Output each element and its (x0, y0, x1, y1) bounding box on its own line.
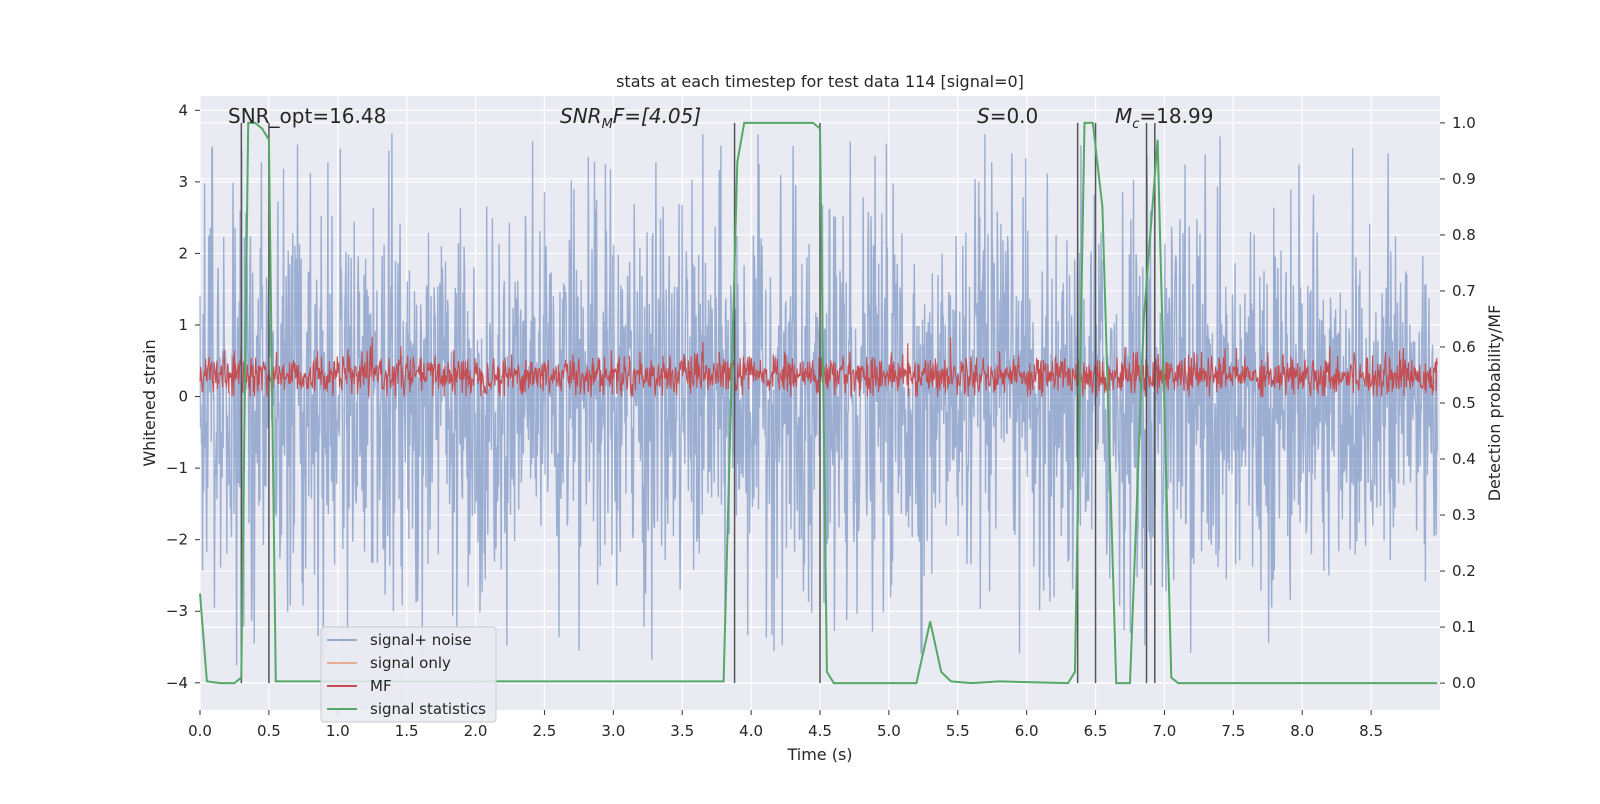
legend-label-mf: MF (370, 677, 392, 695)
mf-series (199, 336, 1438, 398)
chart-title: stats at each timestep for test data 114… (616, 72, 1024, 91)
y-left-tick-label: 4 (178, 101, 188, 119)
x-tick-label: 2.0 (464, 722, 488, 740)
y-right-tick-label: 0.1 (1452, 618, 1476, 636)
y-right-tick-label: 0.0 (1452, 674, 1476, 692)
y-axis-left-label: Whitened strain (140, 339, 159, 466)
signal-noise-series (199, 133, 1438, 666)
y-left-tick-label: 2 (178, 244, 188, 262)
x-tick-label: 1.5 (395, 722, 419, 740)
annotation-snr-mf-main: SNR (560, 104, 602, 128)
x-tick-label: 0.5 (257, 722, 281, 740)
annotation-mc-main: M (1115, 104, 1132, 128)
x-tick-label: 3.0 (601, 722, 625, 740)
x-tick-label: 8.5 (1359, 722, 1383, 740)
x-tick-label: 1.0 (326, 722, 350, 740)
legend-label-stats: signal statistics (370, 700, 486, 718)
y-left-tick-label: −2 (166, 531, 188, 549)
annotation-snr-mf-rest: F=[4.05] (613, 104, 701, 128)
y-right-tick-label: 0.7 (1452, 282, 1476, 300)
y-left-tick-label: 3 (178, 173, 188, 191)
x-tick-label: 4.5 (808, 722, 832, 740)
annotation-snr-mf-sub: M (602, 117, 613, 132)
annotation-s-main: S (977, 104, 990, 128)
legend-box (320, 626, 497, 723)
annotation-s-rest: =0.0 (990, 104, 1039, 128)
y-left-tick-label: 0 (178, 388, 188, 406)
y-right-tick-label: 0.3 (1452, 506, 1476, 524)
y-axis-right-label: Detection probability/MF (1485, 305, 1504, 502)
x-axis-label: Time (s) (786, 745, 852, 764)
legend-label-signal-only: signal only (370, 654, 451, 672)
signal-noise-line (199, 133, 1438, 666)
y-right-tick-label: 0.5 (1452, 394, 1476, 412)
x-tick-label: 7.5 (1221, 722, 1245, 740)
annotation-mc: Mc=18.99 (1115, 104, 1213, 132)
y-right-tick-label: 0.2 (1452, 562, 1476, 580)
axes: 0.0 0.5 1.0 1.5 2.0 2.5 3.0 3.5 4.0 4.5 5.0 5.5 6.0 6… (166, 101, 1476, 740)
annotation-mc-sub: c (1132, 117, 1139, 132)
y-right-tick-label: 1.0 (1452, 114, 1476, 132)
signal-statistics-line (199, 121, 1438, 685)
x-tick-label: 3.5 (670, 722, 694, 740)
annotation-mc-rest: =18.99 (1139, 104, 1213, 128)
y-left-tick-label: −1 (166, 459, 188, 477)
annotation-snr-mf: SNRMF=[4.05] (560, 104, 701, 132)
legend: signal+ noise signal only MF signal stat… (320, 626, 497, 723)
y-right-tick-label: 0.9 (1452, 170, 1476, 188)
x-tick-label: 7.0 (1153, 722, 1177, 740)
x-tick-label: 5.5 (946, 722, 970, 740)
x-tick-label: 4.0 (739, 722, 763, 740)
legend-label-noise: signal+ noise (370, 631, 472, 649)
x-tick-label: 8.0 (1290, 722, 1314, 740)
annotation-s: S=0.0 (977, 104, 1038, 128)
y-right-tick-label: 0.6 (1452, 338, 1476, 356)
vertical-lines (240, 122, 1156, 684)
annotation-snr-opt: SNR_opt=16.48 (228, 104, 386, 128)
y-right-tick-label: 0.4 (1452, 450, 1476, 468)
mf-line (199, 336, 1438, 398)
x-tick-label: 6.5 (1084, 722, 1108, 740)
x-tick-label: 5.0 (877, 722, 901, 740)
signal-statistics-series (199, 121, 1438, 685)
x-tick-label: 6.0 (1015, 722, 1039, 740)
x-tick-label: 2.5 (533, 722, 557, 740)
y-left-tick-label: −4 (166, 674, 188, 692)
y-left-tick-label: −3 (166, 602, 188, 620)
x-tick-label: 0.0 (188, 722, 212, 740)
y-left-tick-label: 1 (178, 316, 188, 334)
y-right-tick-label: 0.8 (1452, 226, 1476, 244)
